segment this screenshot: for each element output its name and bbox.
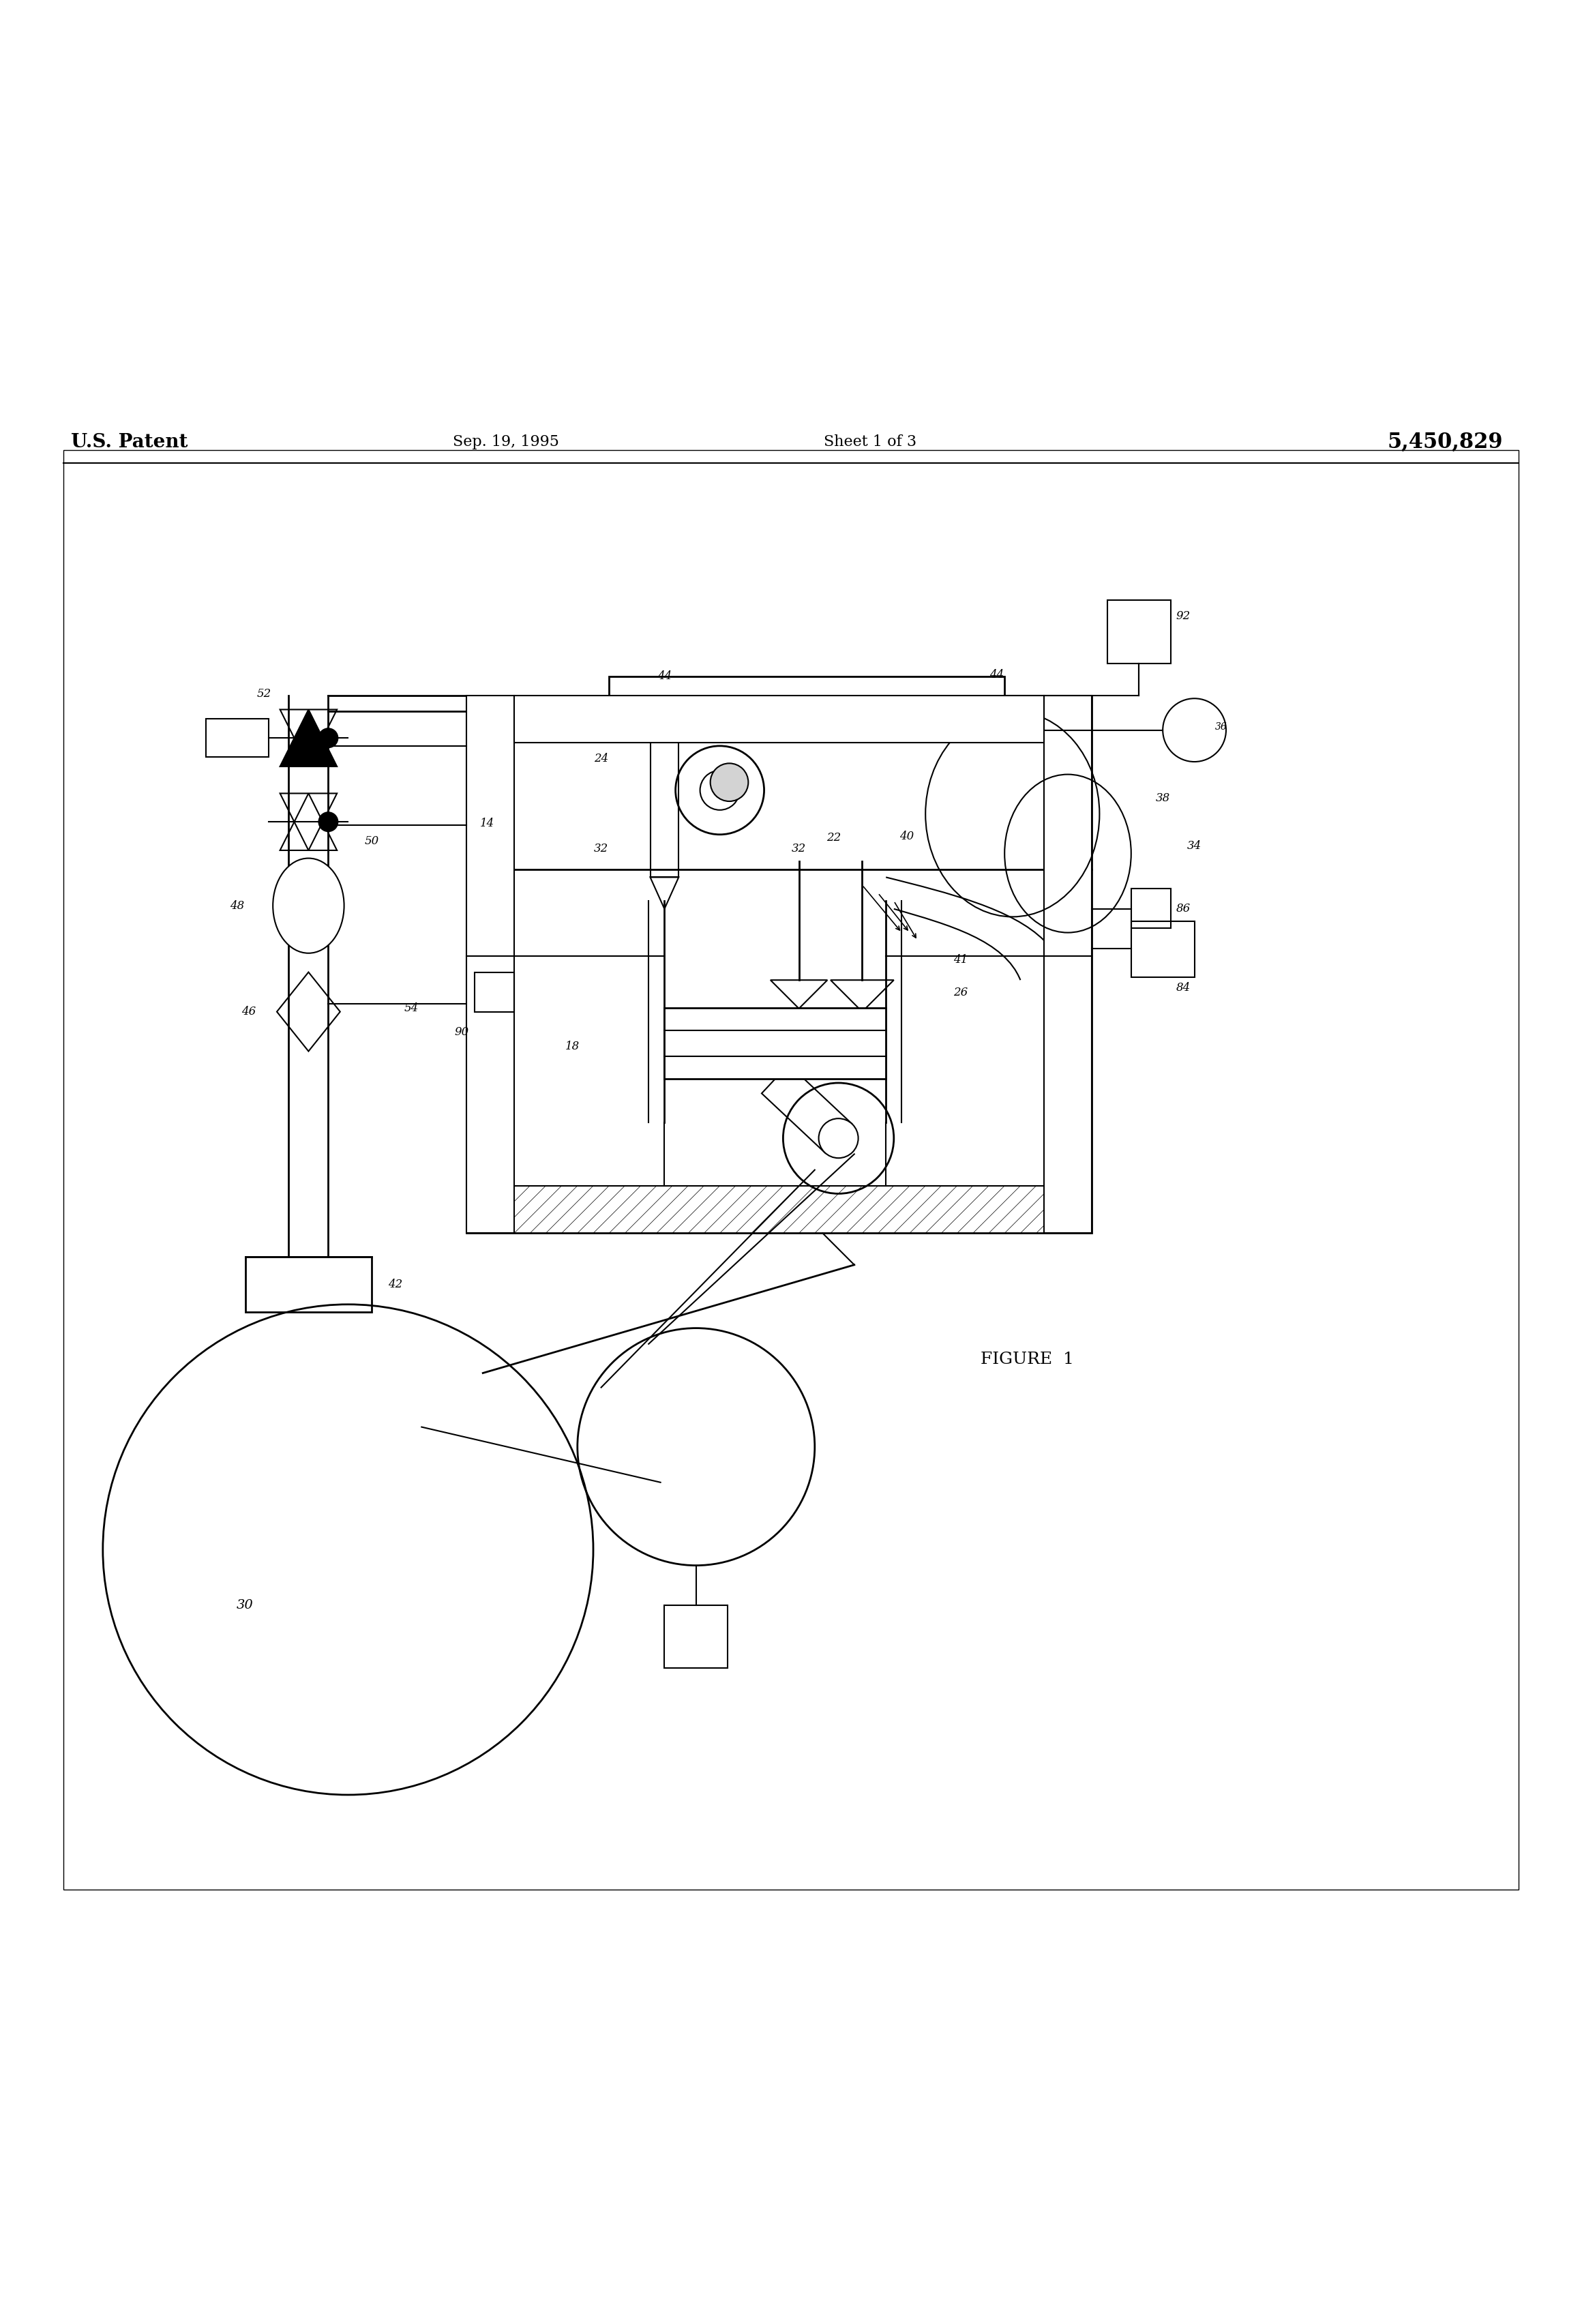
Text: 38: 38 [1155,792,1171,804]
Polygon shape [831,981,894,1011]
Bar [1131,923,1194,976]
Text: U.S. Patent: U.S. Patent [71,432,188,451]
Text: 44: 44 [989,669,1005,681]
Text: 40: 40 [899,830,914,841]
Text: Sep. 19, 1995: Sep. 19, 1995 [452,435,560,449]
Text: 34: 34 [1186,839,1202,851]
Text: 50: 50 [364,834,380,846]
Text: 22: 22 [826,832,842,844]
Circle shape [320,813,339,832]
Bar [1107,600,1171,665]
Text: 54: 54 [403,1002,419,1013]
Text: 46: 46 [240,1006,256,1018]
Bar [467,695,514,1234]
Text: 32: 32 [791,844,807,855]
Bar [475,971,514,1011]
Bar [1044,695,1092,1234]
Bar [650,711,679,876]
Text: 90: 90 [454,1027,470,1039]
Bar [609,676,1005,713]
Polygon shape [280,709,337,767]
Text: 36: 36 [1215,723,1228,732]
Polygon shape [770,981,827,1009]
Bar [245,1257,372,1313]
Text: 32: 32 [593,844,609,855]
Bar [664,1009,886,1078]
Text: 14: 14 [479,818,495,830]
Text: 86: 86 [1175,904,1191,916]
Text: FIGURE  1: FIGURE 1 [981,1353,1074,1367]
Bar [206,718,269,758]
Text: 52: 52 [256,688,272,700]
Text: 18: 18 [565,1041,581,1053]
Ellipse shape [819,1118,859,1157]
Circle shape [710,762,748,802]
Bar [514,695,1044,744]
Ellipse shape [274,858,345,953]
Bar [664,1606,728,1669]
Text: 48: 48 [229,899,245,911]
Text: Sheet 1 of 3: Sheet 1 of 3 [824,435,916,449]
Text: 84: 84 [1175,983,1191,995]
Text: 5,450,829: 5,450,829 [1387,432,1503,453]
Text: 42: 42 [388,1278,403,1290]
Text: 92: 92 [1175,611,1191,623]
Polygon shape [650,876,679,909]
Polygon shape [290,890,327,923]
Bar [1131,888,1171,927]
Ellipse shape [701,772,740,811]
Text: 44: 44 [657,672,672,683]
Text: 30: 30 [237,1599,253,1611]
Circle shape [320,727,339,748]
Text: 41: 41 [952,953,968,964]
Text: 24: 24 [593,753,609,765]
Polygon shape [761,1064,853,1153]
Bar [467,695,1092,1234]
Text: 26: 26 [952,988,968,999]
